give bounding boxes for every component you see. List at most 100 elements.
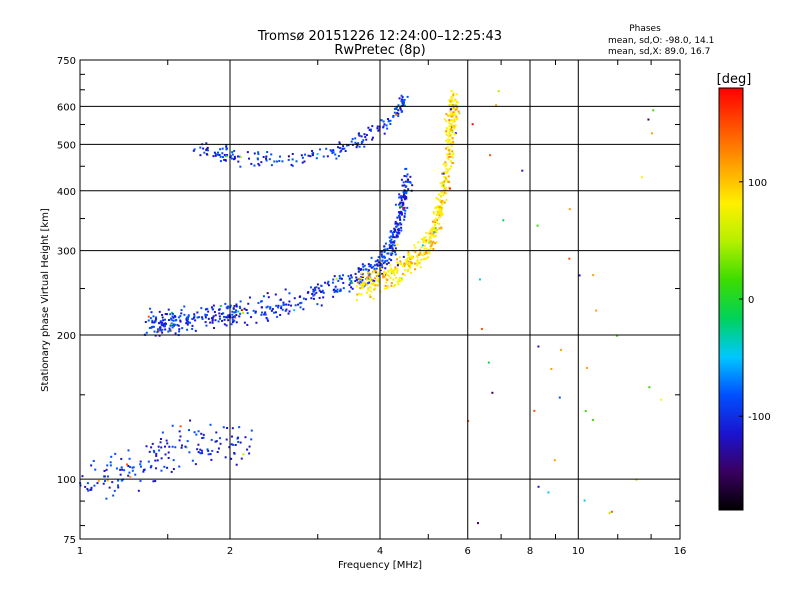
echo-point (325, 147, 328, 150)
echo-point (454, 113, 457, 116)
echo-point (441, 199, 444, 202)
echo-point (293, 309, 296, 312)
echo-point (273, 311, 276, 314)
echo-point (116, 484, 119, 487)
echo-point (342, 281, 345, 284)
echo-point (400, 199, 403, 202)
echo-point (350, 280, 353, 283)
echo-point (97, 480, 100, 483)
echo-point (441, 203, 444, 206)
echo-point (400, 263, 403, 266)
echo-point (386, 117, 389, 120)
echo-point (417, 253, 420, 256)
echo-point (131, 469, 134, 472)
echo-point (237, 160, 240, 163)
echo-point (201, 452, 204, 455)
echo-point (429, 242, 432, 245)
echo-point (447, 175, 450, 178)
echo-point (155, 452, 158, 455)
echo-point (355, 146, 358, 149)
echo-point (422, 239, 425, 242)
echo-point (213, 151, 216, 154)
echo-point (392, 233, 395, 236)
echo-point (457, 110, 460, 113)
echo-point (337, 279, 340, 282)
echo-point (235, 314, 238, 317)
echo-point (230, 323, 233, 326)
echo-point (185, 446, 188, 449)
echo-point (235, 463, 238, 466)
echo-point (441, 182, 444, 185)
echo-point (147, 319, 150, 322)
echo-point (260, 161, 263, 164)
echo-point (409, 271, 412, 274)
echo-point (214, 314, 217, 317)
echo-point (332, 149, 335, 152)
echo-point (381, 256, 384, 259)
echo-point (234, 157, 237, 160)
echo-point (391, 231, 394, 234)
echo-point (446, 138, 449, 141)
echo-point (402, 181, 405, 184)
echo-point (455, 100, 458, 103)
echo-point (372, 297, 375, 300)
echo-point (167, 456, 170, 459)
echo-point (431, 230, 434, 233)
echo-point (165, 313, 168, 316)
echo-point (449, 113, 452, 116)
echo-point (443, 201, 446, 204)
echo-point (391, 241, 394, 244)
echo-point (434, 206, 437, 209)
echo-point (316, 303, 319, 306)
y-tick-label: 600 (57, 102, 76, 113)
echo-point (400, 178, 403, 181)
echo-point (351, 282, 354, 285)
echo-point (184, 445, 187, 448)
echo-point (218, 317, 221, 320)
echo-point (451, 99, 454, 102)
echo-point (359, 277, 362, 280)
echo-point (188, 451, 191, 454)
echo-point (266, 305, 269, 308)
colorbar-tick-label: -100 (748, 412, 771, 423)
echo-point (197, 451, 200, 454)
echo-point (537, 485, 540, 488)
echo-point (172, 468, 175, 471)
echo-point (454, 108, 457, 111)
echo-point (355, 285, 358, 288)
echo-point (171, 326, 174, 329)
echo-point (377, 261, 380, 264)
echo-point (293, 297, 296, 300)
echo-point (213, 310, 216, 313)
echo-point (110, 455, 113, 458)
echo-point (139, 479, 142, 482)
echo-point (266, 319, 269, 322)
echo-point (167, 451, 170, 454)
echo-point (446, 170, 449, 173)
echo-point (96, 482, 99, 485)
echo-point (257, 301, 260, 304)
echo-point (407, 260, 410, 263)
echo-point (357, 270, 360, 273)
echo-point (456, 118, 459, 121)
echo-point (199, 154, 202, 157)
echo-point (327, 280, 330, 283)
echo-point (145, 331, 148, 334)
echo-point (326, 155, 329, 158)
echo-point (399, 280, 402, 283)
echo-point (390, 244, 393, 247)
echo-point (338, 274, 341, 277)
echo-point (206, 149, 209, 152)
axes: 1 2 4 6 8 10 16 75 100 200 300 400 500 600 750 (57, 56, 686, 557)
echo-point (196, 311, 199, 314)
echo-point (248, 452, 251, 455)
echo-point (142, 470, 145, 473)
echo-point (163, 325, 166, 328)
echo-point (439, 182, 442, 185)
echo-point (223, 153, 226, 156)
echo-point (215, 440, 218, 443)
echo-point (397, 115, 400, 118)
echo-point (212, 315, 215, 318)
echo-point (449, 98, 452, 101)
echo-point (351, 143, 354, 146)
